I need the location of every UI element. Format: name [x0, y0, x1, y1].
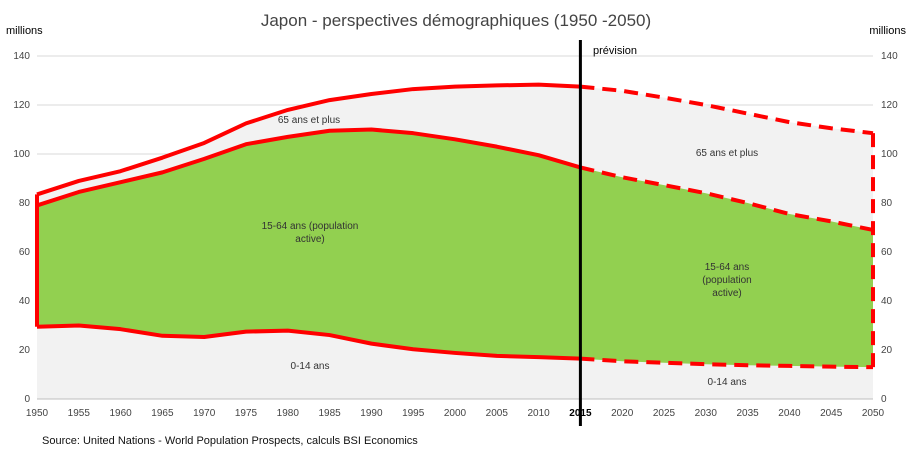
total-line-historical — [36, 82, 581, 197]
x-tick-label: 1985 — [318, 408, 341, 419]
label-0-14-forecast: 0-14 ans — [708, 377, 747, 388]
age-0-14-line-historical — [36, 323, 581, 361]
x-tick-label: 1960 — [109, 408, 132, 419]
x-tick-label: 1975 — [235, 408, 258, 419]
x-tick-label: 2050 — [862, 408, 885, 419]
x-tick-label: 1995 — [402, 408, 425, 419]
y-tick-label-right: 20 — [881, 345, 893, 356]
label-15-64: 15-64 ans (population active) — [262, 221, 359, 245]
y-tick-label-right: 80 — [881, 198, 893, 209]
chart-title: Japon - perspectives démographiques (195… — [261, 11, 651, 30]
y-tick-label-left: 20 — [19, 345, 31, 356]
y-tick-label-left: 60 — [19, 247, 31, 258]
x-tick-label: 1970 — [193, 408, 216, 419]
y-tick-label-right: 100 — [881, 149, 898, 160]
y-axis-unit-left: millions — [6, 25, 43, 37]
y-tick-label-right: 120 — [881, 100, 898, 111]
x-tick-label: 2005 — [486, 408, 509, 419]
forecast-label: prévision — [593, 45, 637, 57]
x-tick-label: 1965 — [151, 408, 174, 419]
x-tick-label: 1990 — [360, 408, 383, 419]
label-0-14: 0-14 ans — [291, 361, 330, 372]
x-tick-label: 1950 — [26, 408, 49, 419]
label-65-plus: 65 ans et plus — [278, 115, 340, 126]
y-tick-label-left: 140 — [13, 51, 30, 62]
x-tick-label: 2040 — [778, 408, 801, 419]
y-axis-unit-right: millions — [869, 25, 906, 37]
y-tick-label-left: 40 — [19, 296, 31, 307]
age-0-14-line-forecast — [580, 356, 874, 370]
y-tick-label-left: 80 — [19, 198, 31, 209]
total-line-forecast — [580, 84, 874, 136]
y-tick-label-right: 0 — [881, 394, 887, 405]
x-tick-label: 2035 — [736, 408, 759, 419]
x-tick-label: 1955 — [68, 408, 91, 419]
label-15-64-forecast: 15-64 ans (population active) — [702, 262, 751, 299]
y-tick-label-left: 120 — [13, 100, 30, 111]
y-tick-label-left: 100 — [13, 149, 30, 160]
y-tick-label-left: 0 — [24, 394, 30, 405]
label-65-plus-forecast: 65 ans et plus — [696, 148, 758, 159]
area-working-age — [37, 129, 873, 368]
y-tick-label-right: 140 — [881, 51, 898, 62]
area-layer — [37, 84, 873, 399]
y-tick-label-right: 60 — [881, 247, 893, 258]
line-layer — [35, 82, 875, 370]
x-tick-label: 2000 — [444, 408, 467, 419]
x-tick-label: 2020 — [611, 408, 634, 419]
chart-source: Source: United Nations - World Populatio… — [42, 435, 418, 447]
age-15-64-line-historical — [36, 127, 581, 208]
age-15-64-line-forecast — [579, 165, 874, 232]
x-tick-label: 2025 — [653, 408, 676, 419]
label-layer: 65 ans et plus 15-64 ans (population activ… — [262, 115, 759, 388]
y-tick-label-right: 40 — [881, 296, 893, 307]
x-tick-label: 2030 — [695, 408, 718, 419]
x-tick-label: 1980 — [277, 408, 300, 419]
x-tick-label: 2045 — [820, 408, 843, 419]
x-tick-label: 2010 — [527, 408, 550, 419]
